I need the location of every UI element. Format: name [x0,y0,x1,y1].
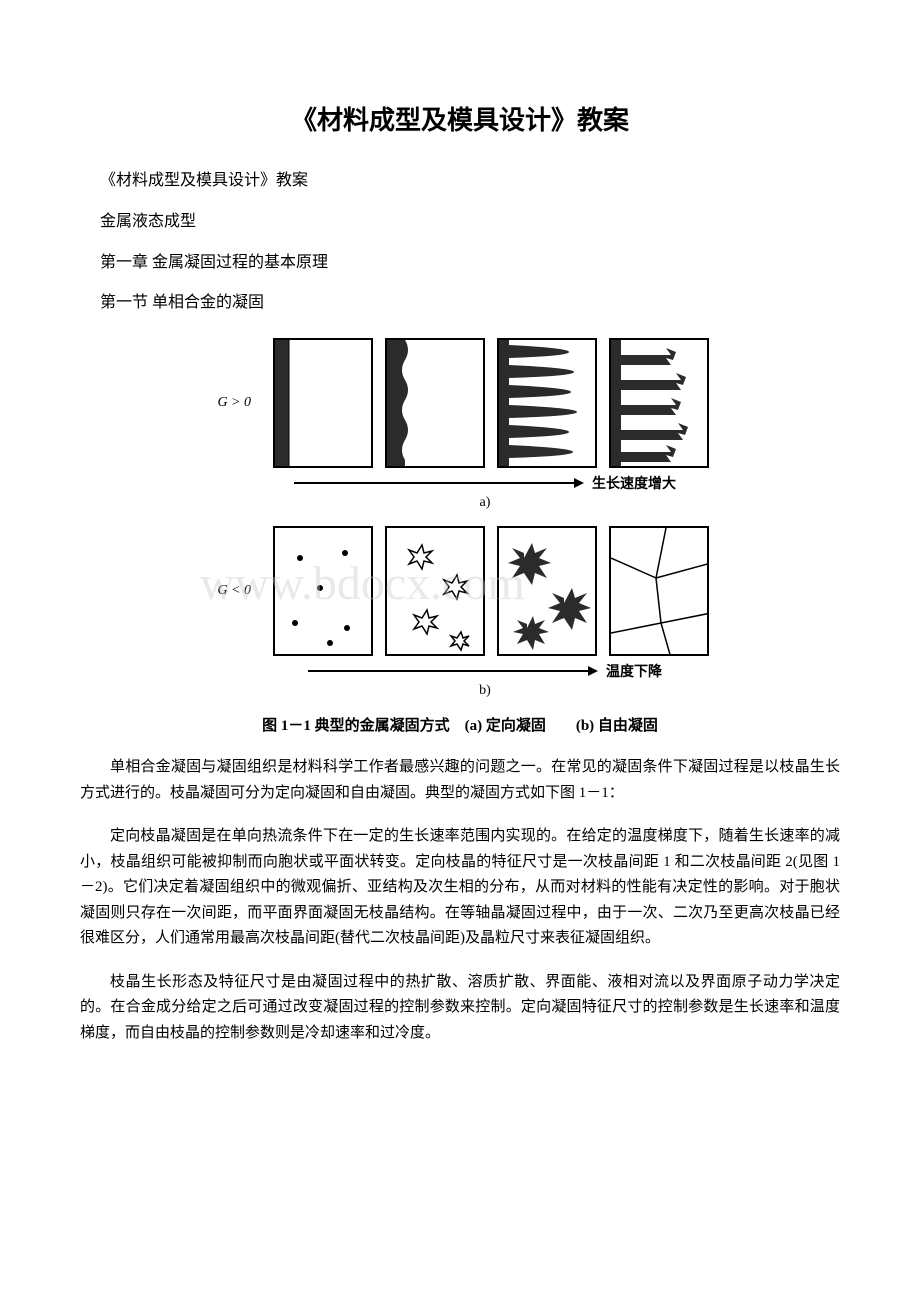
subtitle-line-2: 金属液态成型 [100,208,840,237]
fig-a-box-3 [497,338,597,468]
fig-a-box-1 [273,338,373,468]
fig-a-arrow: 生长速度增大 [130,473,840,493]
subtitle-line-1: 《材料成型及模具设计》教案 [100,167,840,196]
fig-b-box-3 [497,526,597,656]
fig-a-box-4 [609,338,709,468]
figure-1-1: G > 0 [80,338,840,735]
fig-b-arrow-label: 温度下降 [606,661,662,681]
paragraph-2: 定向枝晶凝固是在单向热流条件下在一定的生长速率范围内实现的。在给定的温度梯度下，… [80,824,840,952]
fig-a-panel-label: a) [130,495,840,511]
row-b-label: G < 0 [211,583,261,599]
fig-a-arrow-label: 生长速度增大 [592,473,676,493]
figure-caption: 图 1－1 典型的金属凝固方式 (a) 定向凝固 (b) 自由凝固 [80,714,840,735]
fig-b-box-4 [609,526,709,656]
fig-b-box-2 [385,526,485,656]
figure-row-b: www.bdocx.com G < 0 [80,526,840,656]
fig-b-panel-label: b) [130,683,840,699]
fig-b-box-1 [273,526,373,656]
section-heading: 第一节 单相合金的凝固 [100,289,840,318]
chapter-heading: 第一章 金属凝固过程的基本原理 [100,249,840,278]
document-title: 《材料成型及模具设计》教案 [80,100,840,137]
fig-a-box-2 [385,338,485,468]
paragraph-3: 枝晶生长形态及特征尺寸是由凝固过程中的热扩散、溶质扩散、界面能、液相对流以及界面… [80,970,840,1047]
row-a-label: G > 0 [211,395,261,411]
figure-row-a: G > 0 [80,338,840,468]
fig-b-arrow: 温度下降 [130,661,840,681]
paragraph-1: 单相合金凝固与凝固组织是材料科学工作者最感兴趣的问题之一。在常见的凝固条件下凝固… [80,755,840,806]
